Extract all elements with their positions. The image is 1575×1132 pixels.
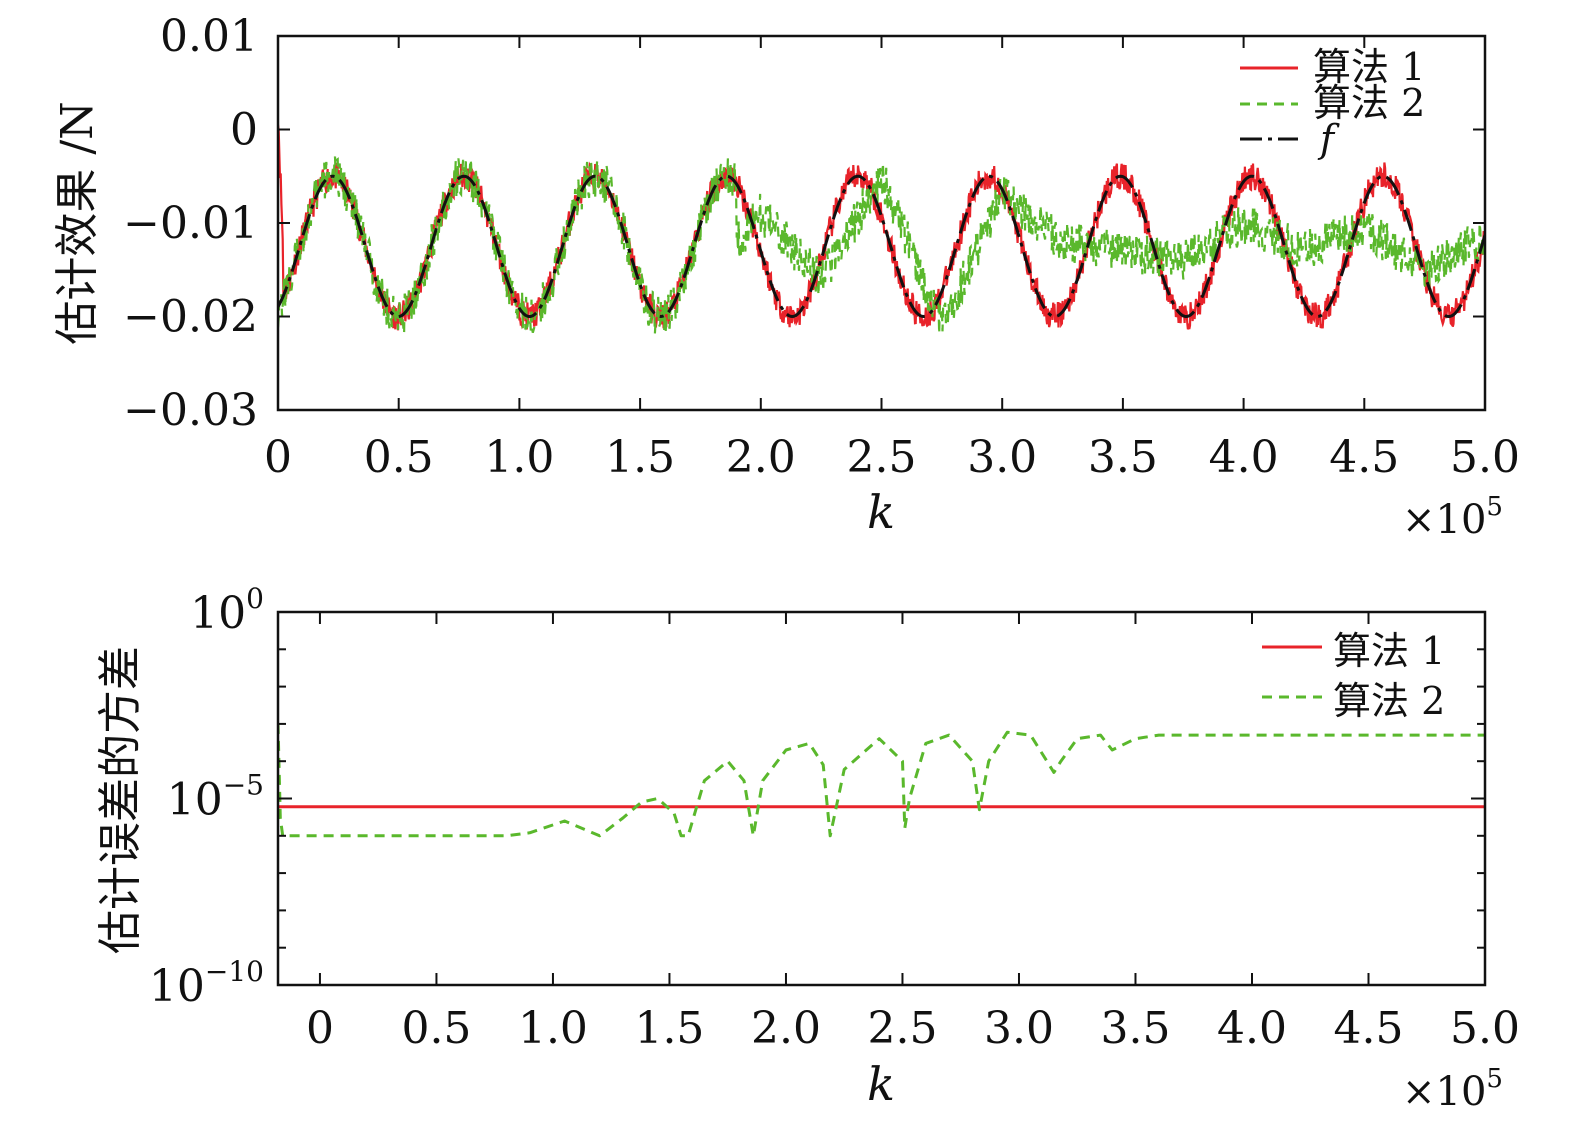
top-legend-item-algo2: 算法 2 [1240,81,1425,125]
bottom-y-tick-label: 10−5 [167,769,264,826]
bottom-x-tick-label: 2.0 [751,1003,821,1054]
top-y-tick-label: 0 [230,105,258,156]
top-x-tick-label: 0 [264,432,292,483]
bottom-legend: 算法 1 算法 2 [1262,629,1445,723]
bottom-plot-frame [276,610,1487,987]
top-y-tick-label: 0.01 [160,11,258,62]
top-legend-label-algo1: 算法 1 [1313,45,1425,89]
top-ticks-group: 0 0.5 1.0 1.5 2.0 2.5 3.0 3.5 4.0 4.5 5.00.010−0.0… [123,11,1520,483]
bottom-x-multiplier: ×105 [1402,1064,1503,1115]
top-x-multiplier-base: ×10 [1402,497,1486,543]
top-series-line-3 [278,174,1485,319]
top-series-line-2 [278,156,1485,335]
top-x-multiplier-exp: 5 [1486,492,1503,522]
top-x-tick-label: 5.0 [1450,432,1520,483]
bottom-x-tick-label: 5.0 [1450,1003,1520,1054]
top-legend-label-algo2: 算法 2 [1313,81,1425,125]
bottom-x-tick-label: 0.5 [401,1003,471,1054]
top-x-tick-label: 1.0 [484,432,554,483]
bottom-x-tick-label: 1.5 [634,1003,704,1054]
bottom-y-axis-title: 估计误差的方差 [95,646,146,954]
bottom-y-tick-label: 100 [190,582,264,639]
top-x-tick-label: 3.5 [1088,432,1158,483]
top-x-axis-title: k [867,485,895,539]
top-y-axis-title: 估计效果 /N [52,101,103,344]
top-x-tick-label: 4.5 [1329,432,1399,483]
bottom-x-multiplier-base: ×10 [1402,1069,1486,1115]
bottom-legend-item-algo2: 算法 2 [1262,679,1445,723]
top-y-tick-label: −0.02 [123,292,258,343]
top-x-tick-label: 2.0 [726,432,796,483]
top-x-tick-label: 2.5 [847,432,917,483]
bottom-x-tick-label: 3.5 [1100,1003,1170,1054]
bottom-x-multiplier-exp: 5 [1486,1064,1503,1094]
bottom-legend-label-algo2: 算法 2 [1333,679,1445,723]
top-chart-panel: 0 0.5 1.0 1.5 2.0 2.5 3.0 3.5 4.0 4.5 5.00.010−0.0… [52,11,1520,543]
top-legend-item-algo1: 算法 1 [1240,45,1425,89]
top-legend: 算法 1 算法 2 f [1240,45,1425,161]
top-x-tick-label: 1.5 [605,432,675,483]
top-y-tick-label: −0.01 [123,198,258,249]
top-x-tick-label: 3.0 [967,432,1037,483]
bottom-x-tick-label: 3.0 [984,1003,1054,1054]
bottom-series-group [278,723,1485,838]
top-x-multiplier: ×105 [1402,492,1503,543]
top-series-group [278,124,1485,335]
bottom-ticks-group: 0 0.5 1.0 1.5 2.0 2.5 3.0 3.5 4.0 4.5 5.0 100 10−5 10… [149,582,1520,1054]
top-x-tick-label: 4.0 [1209,432,1279,483]
bottom-x-tick-label: 1.0 [518,1003,588,1054]
bottom-x-tick-label: 4.0 [1217,1003,1287,1054]
bottom-x-tick-label: 4.5 [1334,1003,1404,1054]
top-legend-item-f: f [1240,117,1340,161]
bottom-x-tick-label: 2.5 [867,1003,937,1054]
bottom-series-line-2 [278,723,1485,838]
bottom-x-axis-title: k [867,1057,895,1111]
bottom-legend-item-algo1: 算法 1 [1262,629,1445,673]
bottom-y-tick-label: 10−10 [149,955,264,1012]
bottom-chart-panel: 0 0.5 1.0 1.5 2.0 2.5 3.0 3.5 4.0 4.5 5.0 100 10−5 10… [95,582,1520,1115]
top-x-tick-label: 0.5 [364,432,434,483]
top-plot-frame [276,34,1487,412]
bottom-x-tick-label: 0 [306,1003,334,1054]
top-y-tick-label: −0.03 [123,385,258,436]
bottom-legend-label-algo1: 算法 1 [1333,629,1445,673]
